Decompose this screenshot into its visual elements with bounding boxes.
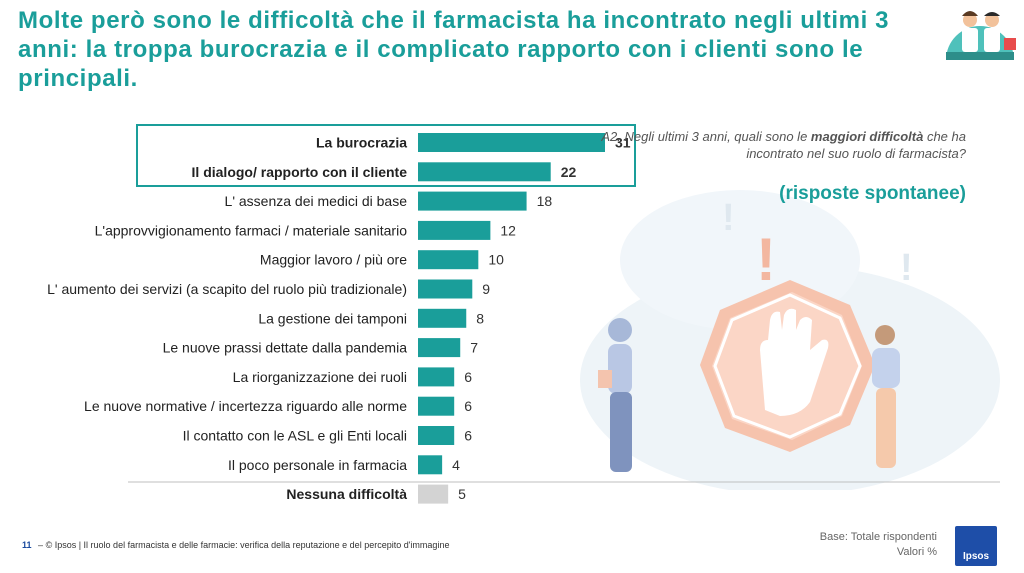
stop-sign-illustration: ! ! !	[580, 190, 1000, 490]
bar	[418, 308, 467, 328]
value-label: 7	[470, 340, 478, 356]
base-note: Base: Totale rispondenti Valori %	[820, 530, 937, 560]
bar	[418, 133, 605, 152]
category-label: Il contatto con le ASL e gli Enti locali	[183, 428, 407, 444]
footer-dash: –	[38, 540, 44, 550]
value-label: 6	[464, 398, 472, 414]
value-label: 10	[488, 252, 504, 268]
page-number: 11	[22, 540, 32, 550]
category-label: La gestione dei tamponi	[258, 310, 407, 326]
category-label: La burocrazia	[316, 135, 407, 151]
bar	[418, 396, 455, 416]
value-label: 6	[464, 428, 472, 444]
base-line1: Base: Totale rispondenti	[819, 531, 937, 543]
category-label: Il poco personale in farmacia	[228, 457, 407, 473]
value-label: 12	[500, 222, 516, 238]
category-label: Maggior lavoro / più ore	[260, 252, 407, 268]
question-bold: maggiori difficoltà	[810, 129, 924, 144]
value-label: 22	[561, 164, 577, 180]
bar	[418, 455, 443, 475]
value-label: 8	[476, 310, 484, 326]
question-text: A2. Negli ultimi 3 anni, quali sono le m…	[600, 128, 966, 162]
value-label: 31	[615, 135, 631, 151]
bar	[418, 338, 461, 358]
category-label: Le nuove prassi dettate dalla pandemia	[163, 340, 408, 356]
category-label: L' assenza dei medici di base	[225, 193, 408, 209]
category-label: Le nuove normative / incertezza riguardo…	[84, 398, 407, 414]
svg-text:!: !	[722, 197, 735, 239]
bar	[418, 279, 473, 299]
value-label: 5	[458, 486, 466, 502]
highlight-box	[136, 124, 636, 187]
value-label: 9	[482, 281, 490, 297]
bar	[418, 162, 551, 182]
value-label: 6	[464, 369, 472, 385]
svg-text:!: !	[756, 226, 776, 293]
bar	[418, 426, 455, 445]
footer-text: © Ipsos | Il ruolo del farmacista e dell…	[45, 540, 450, 550]
question-prefix: A2. Negli ultimi 3 anni, quali sono le	[601, 129, 811, 144]
base-line2: Valori %	[896, 546, 937, 558]
question-suffix: che ha incontrato nel suo ruolo di farma…	[746, 129, 966, 161]
page-title: Molte però sono le difficoltà che il far…	[18, 7, 890, 92]
answer-type-note: (risposte spontanee)	[779, 183, 966, 204]
footer: 11 – © Ipsos | Il ruolo del farmacista e…	[22, 540, 449, 550]
bar	[418, 191, 527, 211]
category-label: La riorganizzazione dei ruoli	[233, 369, 407, 385]
bar	[418, 220, 491, 240]
bar	[418, 250, 479, 270]
pharmacists-illustration	[946, 11, 1016, 61]
ipsos-logo: Ipsos	[955, 526, 997, 566]
svg-text:!: !	[900, 247, 913, 289]
category-label: Il dialogo/ rapporto con il cliente	[192, 164, 408, 180]
bar	[418, 484, 449, 504]
value-label: 4	[452, 457, 460, 473]
value-label: 18	[537, 193, 553, 209]
category-label: Nessuna difficoltà	[286, 486, 407, 502]
bar	[418, 367, 455, 387]
category-label: L'approvvigionamento farmaci / materiale…	[95, 222, 408, 238]
category-label: L' aumento dei servizi (a scapito del ru…	[47, 281, 407, 297]
logo-text: Ipsos	[962, 551, 990, 562]
